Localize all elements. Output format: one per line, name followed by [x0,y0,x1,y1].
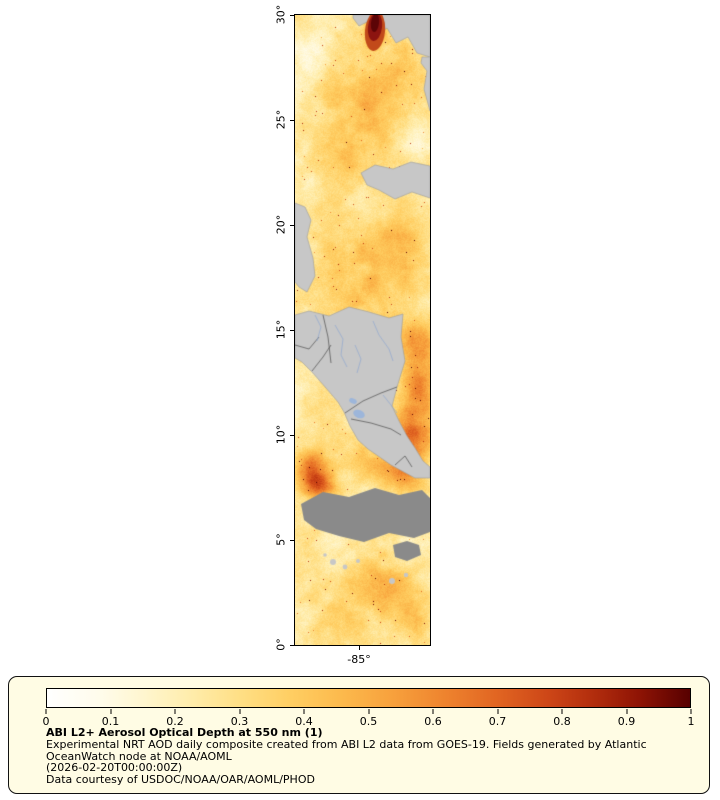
colorbar-tick [239,709,240,714]
latitude-tick-label: 10° [274,424,288,445]
aod-map-figure: 30° 25° 20° 15° 10° 5° 0° -85° [274,4,431,666]
colorbar-tick [174,709,176,714]
legend-line: (2026-02-20T00:00:00Z) [46,761,183,774]
legend-text-block: ABI L2+ Aerosol Optical Depth at 550 nm … [46,727,701,785]
latitude-tick-label: 5° [274,533,288,546]
colorbar-tick [368,709,369,714]
colorbar-tick [561,709,563,714]
colorbar-tick-label: 0.2 [166,715,184,728]
colorbar-tick [45,709,47,714]
colorbar-tick-label: 0.3 [230,715,249,728]
legend-description: Experimental NRT AOD daily composite cre… [46,739,701,785]
colorbar-tick-label: 0.4 [295,715,313,728]
colorbar-tick [432,709,434,714]
colorbar-tick-label: 0.1 [101,715,120,728]
legend-title: ABI L2+ Aerosol Optical Depth at 550 nm … [46,726,323,739]
longitude-tick-label: -85° [347,653,371,666]
colorbar-tick [110,709,111,714]
colorbar-tick-label: 0.8 [553,715,571,728]
legend-line: OceanWatch node at NOAA/AOML [46,749,232,763]
latitude-tick-label: 20° [274,214,288,235]
legend-line: Experimental NRT AOD daily composite cre… [46,738,647,751]
aod-map-canvas [295,15,430,645]
legend-line: Data courtesy of USDOC/NOAA/OAR/AOML/PHO… [46,772,315,786]
colorbar-tick [497,709,498,714]
latitude-tick-label: 15° [274,319,288,340]
colorbar-tick-label: 0 [42,715,50,728]
colorbar-tick-label: 1 [687,715,695,728]
colorbar-tick-label: 0.5 [359,715,378,728]
colorbar: 0 0.1 0.2 0.3 0.4 0.5 0.6 0.7 0.8 0.9 1 [43,688,695,728]
latitude-tick-label: 0° [274,638,288,651]
colorbar-tick [303,709,305,714]
colorbar-tick-label: 0.6 [424,715,442,728]
colorbar-tick [626,709,627,714]
latitude-tick-label: 25° [274,109,288,130]
legend-panel: 0 0.1 0.2 0.3 0.4 0.5 0.6 0.7 0.8 0.9 1 ABI L2+ Ae… [8,676,710,794]
colorbar-gradient [46,688,691,708]
colorbar-ticks: 0 0.1 0.2 0.3 0.4 0.5 0.6 0.7 0.8 0.9 1 [42,709,695,731]
colorbar-tick-label: 0.7 [488,715,507,728]
colorbar-tick [690,709,692,714]
map-panel [294,14,431,646]
latitude-tick-label: 30° [274,4,288,25]
colorbar-tick-label: 0.9 [617,715,636,728]
